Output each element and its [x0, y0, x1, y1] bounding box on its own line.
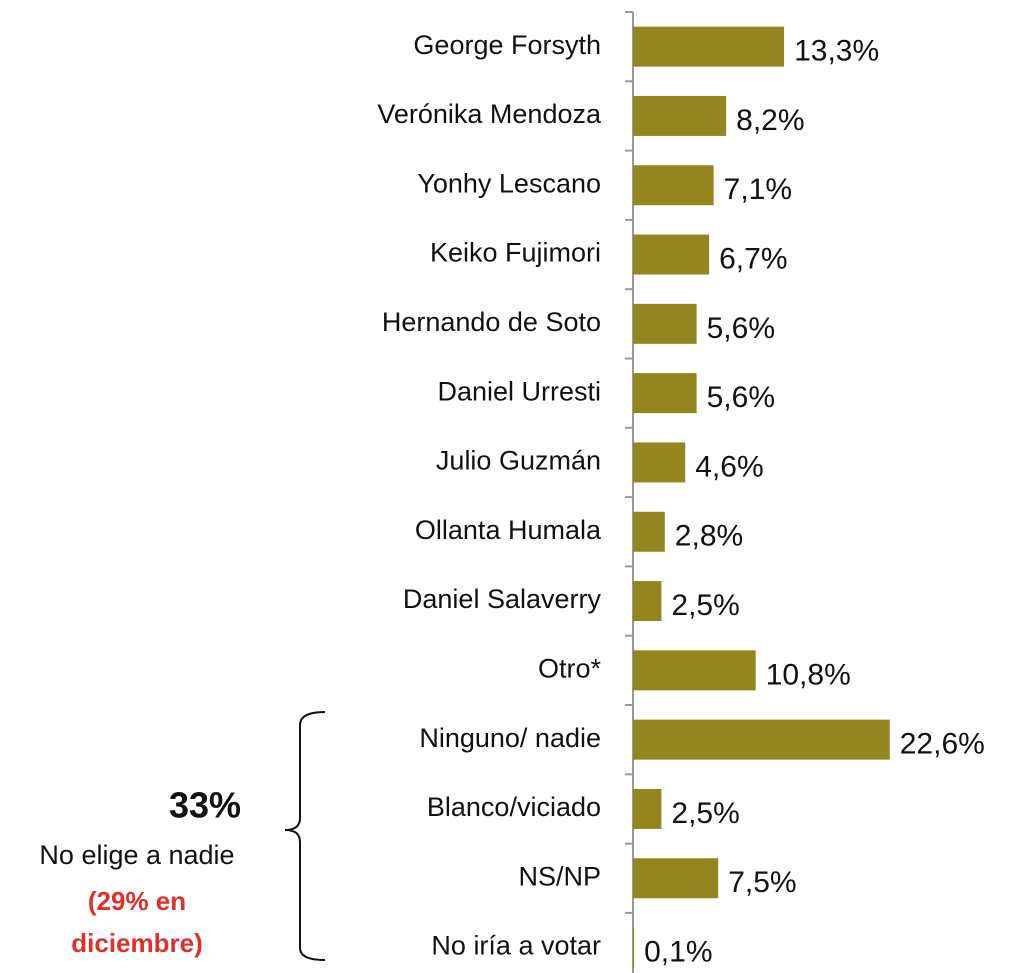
- category-label: Ninguno/ nadie: [419, 723, 601, 753]
- category-label: Otro*: [538, 653, 602, 683]
- bar: [633, 165, 714, 206]
- value-label: 6,7%: [719, 242, 787, 275]
- value-label: 2,8%: [675, 520, 743, 553]
- bar: [633, 511, 665, 552]
- category-label: Hernando de Soto: [382, 307, 601, 337]
- category-label: George Forsyth: [413, 30, 601, 60]
- value-label: 22,6%: [900, 728, 985, 761]
- bar: [633, 858, 719, 899]
- category-label: Blanco/viciado: [427, 792, 601, 822]
- bar: [633, 442, 686, 483]
- value-label: 13,3%: [794, 35, 879, 68]
- category-label: Daniel Salaverry: [403, 584, 602, 614]
- bar: [633, 373, 697, 414]
- category-label: Ollanta Humala: [415, 515, 602, 545]
- value-label: 7,1%: [724, 173, 792, 206]
- bar: [633, 650, 756, 691]
- value-label: 8,2%: [736, 104, 804, 137]
- annotation-note: diciembre): [71, 928, 203, 958]
- annotation-text: No elige a nadie: [39, 840, 234, 870]
- bar: [633, 927, 635, 968]
- bar: [633, 234, 710, 275]
- annotation-value: 33%: [169, 785, 241, 826]
- bar: [633, 719, 890, 760]
- bar: [633, 26, 785, 67]
- category-label: Daniel Urresti: [437, 376, 601, 406]
- bar: [633, 303, 697, 344]
- category-label: Keiko Fujimori: [430, 238, 601, 268]
- value-label: 5,6%: [707, 381, 775, 414]
- value-label: 2,5%: [671, 589, 739, 622]
- value-label: 5,6%: [707, 312, 775, 345]
- category-label: Julio Guzmán: [436, 446, 601, 476]
- value-label: 2,5%: [671, 797, 739, 830]
- bar: [633, 788, 662, 829]
- category-label: Verónika Mendoza: [377, 99, 602, 129]
- value-label: 0,1%: [644, 935, 712, 968]
- brace: [284, 711, 326, 961]
- category-label: NS/NP: [518, 861, 601, 891]
- annotation-note: (29% en: [88, 886, 186, 916]
- value-label: 4,6%: [695, 450, 763, 483]
- category-label: No iría a votar: [431, 931, 601, 961]
- value-label: 10,8%: [766, 658, 851, 691]
- value-label: 7,5%: [728, 866, 796, 899]
- category-label: Yonhy Lescano: [417, 168, 601, 198]
- bar: [633, 95, 727, 136]
- bar: [633, 581, 662, 622]
